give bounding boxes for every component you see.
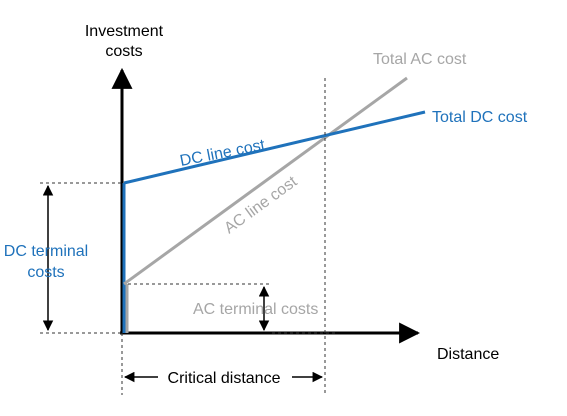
dc-terminal-costs-label-line1: DC terminal — [4, 243, 88, 260]
ac-terminal-costs-label: AC terminal costs — [193, 301, 318, 318]
total-ac-cost-label: Total AC cost — [373, 51, 467, 68]
y-axis-label-line2: costs — [105, 43, 142, 60]
x-axis-label: Distance — [437, 346, 499, 363]
dc-line-cost-label: DC line cost — [179, 137, 267, 170]
critical-distance-label: Critical distance — [168, 370, 281, 387]
total-dc-cost-label: Total DC cost — [432, 109, 528, 126]
y-axis-label-line1: Investment — [85, 23, 164, 40]
dc-terminal-costs-label-line2: costs — [27, 264, 64, 281]
ac-cost-line — [123, 76, 408, 286]
critical-distance-label-bg — [158, 366, 292, 388]
dc-cost-line — [123, 110, 426, 185]
